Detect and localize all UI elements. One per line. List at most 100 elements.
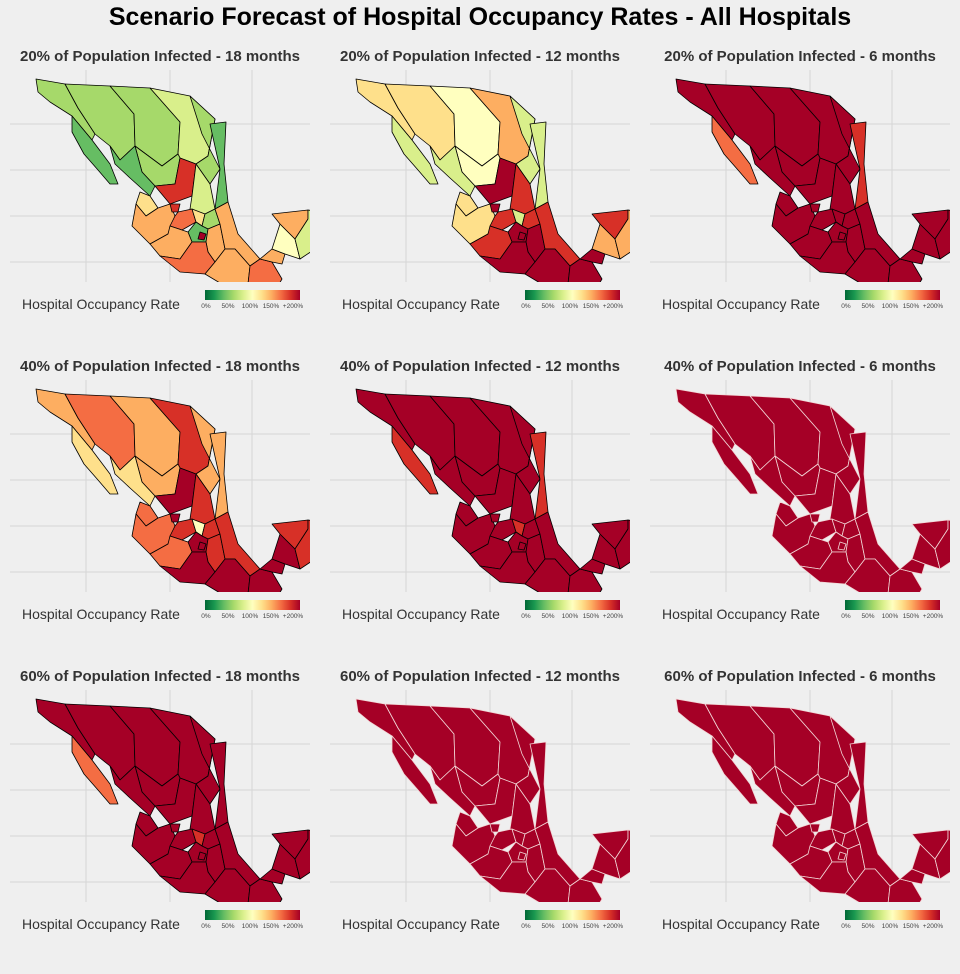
legend-label: Hospital Occupancy Rate bbox=[342, 296, 500, 312]
main-title: Scenario Forecast of Hospital Occupancy … bbox=[108, 3, 852, 31]
legend-color-bar bbox=[525, 600, 620, 610]
legend-ticks: 0% 50% 100% 150% +200% bbox=[838, 923, 950, 933]
state-region-roo bbox=[294, 209, 310, 260]
map-panel: 20% of Population Infected - 6 months Hos… bbox=[640, 44, 960, 354]
legend-tick-label: 100% bbox=[881, 303, 899, 310]
legend-color-bar bbox=[525, 290, 620, 300]
state-region-bcs bbox=[391, 735, 439, 805]
state-region-bcs bbox=[71, 735, 119, 805]
state-region-gro bbox=[799, 551, 856, 585]
mexico-map bbox=[330, 70, 630, 282]
legend-tick-label: 100% bbox=[561, 923, 579, 930]
legend-tick-label: 150% bbox=[262, 923, 280, 930]
state-region-gro bbox=[799, 861, 856, 895]
state-region-cdmx bbox=[197, 851, 207, 861]
legend-tick-label: 50% bbox=[221, 923, 235, 930]
legend-tick-label: 100% bbox=[881, 923, 899, 930]
legend-tick-label: 0% bbox=[521, 923, 531, 930]
state-region-ags bbox=[809, 203, 821, 213]
legend-tick-label: 150% bbox=[902, 303, 920, 310]
map-panel: 60% of Population Infected - 18 months Ho… bbox=[0, 664, 320, 974]
panel-title: 60% of Population Infected - 12 months bbox=[339, 668, 621, 685]
state-region-cdmx bbox=[517, 541, 527, 551]
state-region-gro bbox=[479, 861, 536, 895]
map-panel: 40% of Population Infected - 6 months Hos… bbox=[640, 354, 960, 664]
legend-tick-label: +200% bbox=[602, 303, 624, 310]
state-region-bcs bbox=[391, 425, 439, 495]
legend-tick-label: +200% bbox=[922, 923, 944, 930]
legend-tick-label: 0% bbox=[201, 303, 211, 310]
legend-tick-label: +200% bbox=[922, 613, 944, 620]
state-region-gro bbox=[479, 241, 536, 275]
legend-tick-label: 50% bbox=[861, 613, 875, 620]
legend-ticks: 0% 50% 100% 150% +200% bbox=[838, 613, 950, 623]
legend-tick-label: 50% bbox=[221, 613, 235, 620]
legend-label: Hospital Occupancy Rate bbox=[662, 916, 820, 932]
panel-title: 20% of Population Infected - 18 months bbox=[19, 48, 301, 65]
legend-tick-label: 100% bbox=[241, 923, 259, 930]
legend-tick-label: 150% bbox=[262, 303, 280, 310]
legend-ticks: 0% 50% 100% 150% +200% bbox=[198, 303, 310, 313]
legend-tick-label: 100% bbox=[561, 303, 579, 310]
state-region-bcs bbox=[71, 425, 119, 495]
legend-label: Hospital Occupancy Rate bbox=[662, 296, 820, 312]
state-region-cdmx bbox=[837, 851, 847, 861]
state-region-cdmx bbox=[517, 851, 527, 861]
state-region-roo bbox=[934, 519, 950, 570]
state-region-ags bbox=[489, 823, 501, 833]
legend-color-bar bbox=[525, 910, 620, 920]
legend-tick-label: 0% bbox=[201, 613, 211, 620]
mexico-map bbox=[650, 690, 950, 902]
panel-title: 60% of Population Infected - 6 months bbox=[664, 668, 936, 685]
state-region-roo bbox=[934, 829, 950, 880]
legend-tick-label: 100% bbox=[561, 613, 579, 620]
legend-tick-label: 50% bbox=[861, 303, 875, 310]
legend-color-bar bbox=[845, 600, 940, 610]
state-region-tab bbox=[899, 248, 926, 265]
state-region-cdmx bbox=[837, 541, 847, 551]
state-region-bcs bbox=[711, 115, 759, 185]
legend-label: Hospital Occupancy Rate bbox=[342, 606, 500, 622]
state-region-bcs bbox=[711, 735, 759, 805]
legend-tick-label: 150% bbox=[582, 923, 600, 930]
state-region-tab bbox=[259, 248, 286, 265]
mexico-map bbox=[330, 380, 630, 592]
state-region-cdmx bbox=[197, 541, 207, 551]
legend-label: Hospital Occupancy Rate bbox=[662, 606, 820, 622]
legend-tick-label: +200% bbox=[282, 613, 304, 620]
legend-tick-label: 0% bbox=[521, 303, 531, 310]
state-region-tab bbox=[259, 558, 286, 575]
state-region-tab bbox=[899, 558, 926, 575]
legend-ticks: 0% 50% 100% 150% +200% bbox=[518, 613, 630, 623]
panel-title: 40% of Population Infected - 6 months bbox=[664, 358, 936, 375]
state-region-gro bbox=[159, 861, 216, 895]
state-region-tab bbox=[579, 558, 606, 575]
state-region-gro bbox=[159, 241, 216, 275]
state-region-roo bbox=[934, 209, 950, 260]
mexico-map bbox=[650, 70, 950, 282]
state-region-roo bbox=[614, 829, 630, 880]
legend-tick-label: 50% bbox=[541, 303, 555, 310]
state-region-gro bbox=[799, 241, 856, 275]
legend-tick-label: 0% bbox=[841, 303, 851, 310]
state-region-ags bbox=[169, 203, 181, 213]
map-panel: 20% of Population Infected - 18 months Ho… bbox=[0, 44, 320, 354]
legend-ticks: 0% 50% 100% 150% +200% bbox=[198, 923, 310, 933]
legend-label: Hospital Occupancy Rate bbox=[342, 916, 500, 932]
state-region-ags bbox=[169, 513, 181, 523]
state-region-ags bbox=[489, 203, 501, 213]
legend-tick-label: 0% bbox=[201, 923, 211, 930]
panel-title: 60% of Population Infected - 18 months bbox=[19, 668, 301, 685]
legend-tick-label: +200% bbox=[282, 923, 304, 930]
legend-tick-label: 0% bbox=[841, 613, 851, 620]
map-panel: 40% of Population Infected - 18 months Ho… bbox=[0, 354, 320, 664]
state-region-bcs bbox=[711, 425, 759, 495]
legend-tick-label: +200% bbox=[602, 613, 624, 620]
state-region-roo bbox=[614, 209, 630, 260]
legend-tick-label: 50% bbox=[861, 923, 875, 930]
mexico-map bbox=[650, 380, 950, 592]
legend-ticks: 0% 50% 100% 150% +200% bbox=[198, 613, 310, 623]
map-panel: 60% of Population Infected - 6 months Hos… bbox=[640, 664, 960, 974]
legend-tick-label: 0% bbox=[521, 613, 531, 620]
state-region-cdmx bbox=[197, 231, 207, 241]
